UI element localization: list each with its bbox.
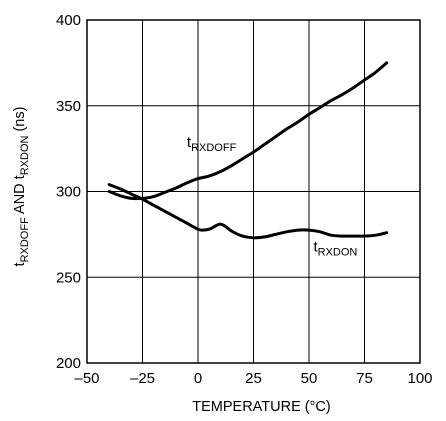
series-line-tRXDON <box>107 183 389 240</box>
x-axis-title: TEMPERATURE (°C) <box>192 399 330 415</box>
plot-area-frame <box>86 19 421 364</box>
series-lines <box>107 61 389 240</box>
grid-lines <box>87 20 420 363</box>
y-axis-title: tRXDOFF AND tRXDON (ns) <box>12 107 31 267</box>
x-tick-label: 50 <box>301 370 318 387</box>
y-tick-label: 250 <box>56 269 81 286</box>
y-tick-labels: 200 250 300 350 400 <box>56 12 81 372</box>
x-tick-label: 25 <box>245 370 262 387</box>
series-label-tRXDON: tRXDON <box>313 239 357 259</box>
y-tick-label: 200 <box>56 355 81 372</box>
y-tick-label: 300 <box>56 184 81 201</box>
y-tick-label: 400 <box>56 12 81 29</box>
x-tick-labels: –50 –25 0 25 50 75 100 <box>74 370 432 387</box>
series-line-tRXDOFF <box>107 61 389 201</box>
x-tick-label: –25 <box>130 370 155 387</box>
x-tick-label: 0 <box>194 370 202 387</box>
series-labels: tRXDOFF tRXDON <box>187 134 357 259</box>
x-tick-label: 100 <box>407 370 432 387</box>
y-tick-label: 350 <box>56 98 81 115</box>
x-tick-label: 75 <box>356 370 373 387</box>
x-tick-label: –50 <box>74 370 99 387</box>
series-label-tRXDOFF: tRXDOFF <box>187 134 237 154</box>
